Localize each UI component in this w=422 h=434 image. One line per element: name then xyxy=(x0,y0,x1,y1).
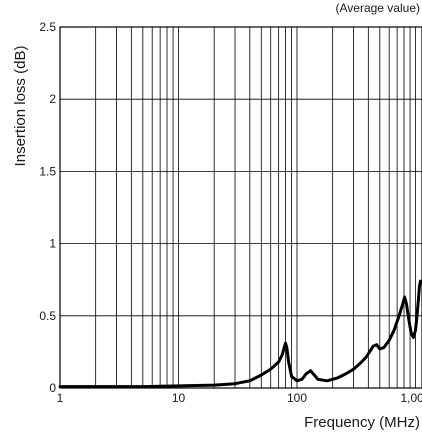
x-axis-title: Frequency (MHz) xyxy=(304,414,420,431)
insertion-loss-line xyxy=(58,279,422,389)
y-tick-label: 0 xyxy=(49,381,56,395)
y-tick-label: 0.5 xyxy=(39,309,56,323)
y-tick-label: 2 xyxy=(49,92,56,106)
x-tick-label: 10 xyxy=(172,391,186,405)
y-tick-label: 1 xyxy=(49,237,56,251)
y-tick-label: 1.5 xyxy=(39,164,56,178)
plot-frame xyxy=(59,26,422,389)
average-value-note: (Average value) xyxy=(336,1,421,15)
x-tick-label: 100 xyxy=(287,391,307,405)
y-tick-label: 2.5 xyxy=(39,20,56,34)
y-axis-title: Insertion loss (dB) xyxy=(12,46,29,167)
tick-labels: 1 10 100 1,000 0 0.5 1 1.5 2 2.5 xyxy=(39,20,422,405)
x-tick-label: 1,000 xyxy=(400,391,422,405)
grid xyxy=(60,27,422,388)
chart-marks xyxy=(58,279,422,389)
x-tick-label: 1 xyxy=(57,391,64,405)
